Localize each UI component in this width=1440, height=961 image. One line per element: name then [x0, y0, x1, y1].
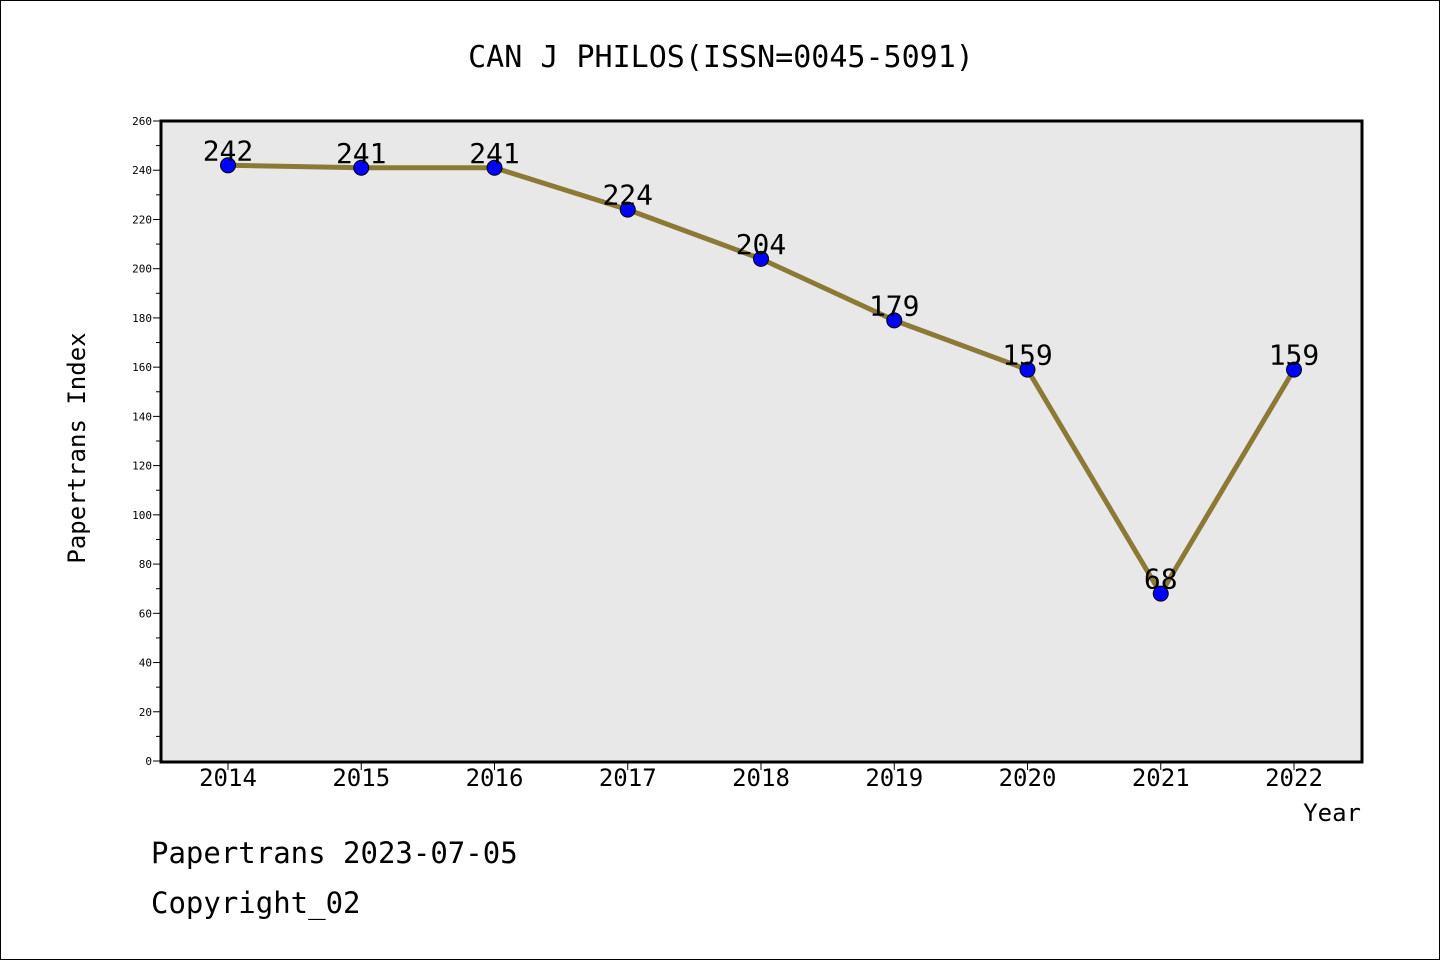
y-axis-label: Papertrans Index: [63, 332, 91, 563]
y-tick-label: 260: [132, 115, 152, 128]
data-point: [619, 201, 636, 218]
y-tick-label: 200: [132, 263, 152, 276]
x-tick-label: 2016: [466, 764, 524, 792]
y-tick-label: 80: [139, 558, 152, 571]
x-tick-label: 2018: [732, 764, 790, 792]
y-tick-label: 0: [145, 755, 152, 768]
data-label: 224: [602, 179, 653, 212]
y-tick-label: 60: [139, 607, 152, 620]
data-label: 204: [736, 228, 787, 261]
data-label: 241: [469, 137, 520, 170]
x-tick-label: 2022: [1265, 764, 1323, 792]
data-point: [1019, 361, 1036, 378]
x-tick-label: 2015: [332, 764, 390, 792]
data-point: [353, 159, 370, 176]
data-point: [753, 250, 769, 267]
y-tick-label: 180: [132, 312, 152, 325]
copyright-text: Copyright_02: [151, 886, 361, 920]
x-tick-label: 2021: [1132, 764, 1190, 792]
series-layer: 242 241 241 224 204 179 159 68 159: [203, 134, 1320, 602]
data-point: [1286, 361, 1302, 378]
y-tick-label: 160: [132, 361, 152, 374]
data-point: [220, 157, 236, 174]
y-tick-label: 220: [132, 213, 152, 226]
data-label: 159: [1269, 339, 1320, 372]
y-tick-label: 120: [132, 460, 152, 473]
x-tick-label: 2019: [865, 764, 923, 792]
y-tick-label: 100: [132, 509, 152, 522]
y-axis: 0 20 40 60 80 100 120 140 160 180 200 220 240 260: [132, 115, 161, 768]
y-tick-label: 20: [139, 706, 152, 719]
plot-area: [159, 119, 1364, 764]
x-axis-label: Year: [1303, 799, 1361, 827]
data-point: [886, 312, 903, 329]
data-point: [486, 159, 503, 176]
y-tick-label: 40: [139, 657, 152, 670]
data-label: 241: [336, 137, 387, 170]
data-point: [1152, 585, 1169, 602]
data-label: 179: [869, 289, 920, 322]
data-label: 68: [1144, 563, 1178, 596]
data-label: 242: [203, 134, 254, 167]
x-tick-label: 2017: [599, 764, 657, 792]
x-tick-label: 2014: [199, 764, 257, 792]
x-tick-label: 2020: [999, 764, 1057, 792]
chart-title: CAN J PHILOS(ISSN=0045-5091): [468, 40, 974, 75]
x-axis: 2014 2015 2016 2017 2018 2019 2020 2021 2022: [199, 762, 1323, 792]
y-tick-label: 140: [132, 410, 152, 423]
y-tick-label: 240: [132, 164, 152, 177]
source-date-text: Papertrans 2023-07-05: [151, 836, 518, 870]
data-label: 159: [1002, 339, 1053, 372]
